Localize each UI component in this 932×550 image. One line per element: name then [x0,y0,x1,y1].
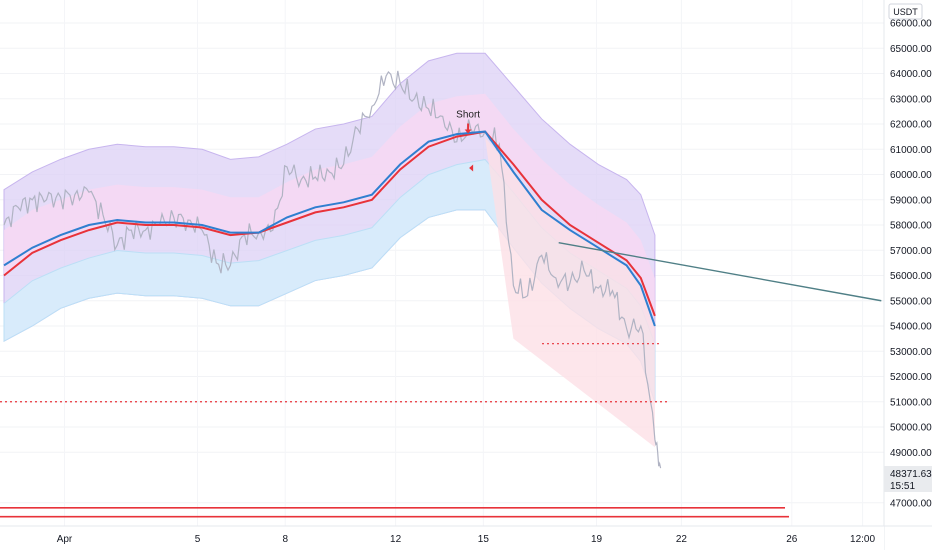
price-tick-label: 53000.00 [890,347,932,358]
time-axis-background [0,526,884,550]
price-tick-label: 52000.00 [890,372,932,383]
price-tick-label: 47000.00 [890,498,932,509]
time-tick-label: 5 [195,534,201,545]
price-tick-label: 49000.00 [890,448,932,459]
price-tick-label: 62000.00 [890,120,932,131]
short-arrow-icon [464,123,472,134]
price-tick-label: 63000.00 [890,94,932,105]
time-tick-label: 22 [676,534,688,545]
price-tick-label: 56000.00 [890,271,932,282]
short-label: Short [456,110,480,121]
price-axis-background [884,0,932,526]
price-line [3,70,662,469]
price-tick-label: 57000.00 [890,246,932,257]
horizontal-lines [0,343,789,518]
time-axis[interactable]: Apr 5 8 12 15 19 22 26 12:00 [0,525,932,550]
price-tick-label: 60000.00 [890,170,932,181]
time-tick-label: 8 [282,534,288,545]
price-tick-label: 54000.00 [890,322,932,333]
price-tick-label: 58000.00 [890,221,932,232]
drop-band-area [485,137,655,448]
time-tick-label: 12 [390,534,402,545]
trend-line[interactable] [558,241,882,302]
time-tick-label: Apr [57,534,73,545]
slow-ma-line [3,130,656,317]
price-tick-label: 51000.00 [890,397,932,408]
time-tick-label: 26 [786,534,798,545]
price-tick-label: 59000.00 [890,195,932,206]
time-tick-label: 12:00 [850,534,875,545]
price-tick-label: 65000.00 [890,44,932,55]
price-tick-label: 55000.00 [890,296,932,307]
price-tick-label: 64000.00 [890,69,932,80]
price-tick-label: 66000.00 [890,19,932,30]
last-price-value: 48371.63 [890,469,932,480]
short-triangle-icon [469,164,474,172]
price-axis[interactable]: 66000.00 65000.00 64000.00 63000.00 62000.00… [883,0,932,550]
currency-label: USDT [893,7,918,17]
currency-badge[interactable] [888,3,923,20]
time-tick-label: 15 [478,534,490,545]
price-tick-label: 50000.00 [890,423,932,434]
price-tick-label: 61000.00 [890,145,932,156]
short-signal-marker: Short [456,110,480,172]
fast-ma-line [3,130,656,327]
countdown-value: 15:51 [890,481,915,492]
time-tick-label: 19 [591,534,603,545]
last-price-tag [884,466,932,492]
